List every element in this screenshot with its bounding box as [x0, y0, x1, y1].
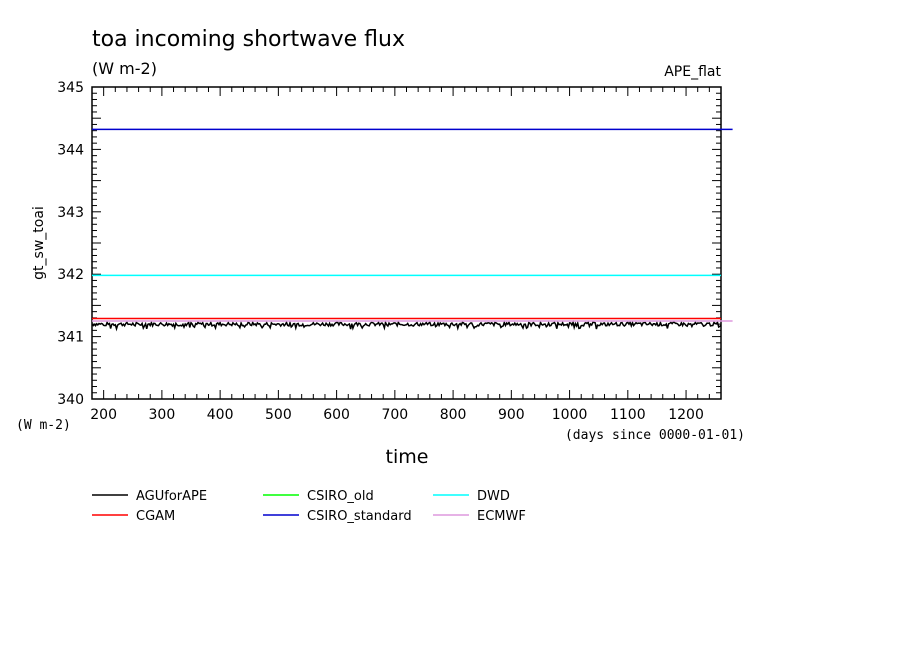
- x-tick-label: 1000: [552, 407, 588, 423]
- y-tick-label: 340: [57, 392, 84, 408]
- experiment-label: APE_flat: [664, 64, 721, 80]
- x-tick-label: 300: [149, 407, 176, 423]
- y-axis-label: gt_sw_toai: [31, 206, 47, 280]
- legend-label: CGAM: [136, 509, 175, 524]
- y-axis-units: (W m-2): [16, 418, 71, 433]
- plot-frame: [91, 86, 722, 400]
- x-tick-label: 200: [90, 407, 117, 423]
- legend-label: ECMWF: [477, 509, 526, 524]
- legend-label: CSIRO_standard: [307, 509, 412, 524]
- x-tick-label: 700: [381, 407, 408, 423]
- x-tick-label: 1200: [668, 407, 704, 423]
- legend-label: DWD: [477, 489, 510, 504]
- x-tick-label: 900: [498, 407, 525, 423]
- x-tick-label: 400: [207, 407, 234, 423]
- y-tick-label: 343: [57, 205, 84, 221]
- series-layer: [91, 128, 733, 332]
- x-axis-label: time: [386, 446, 429, 468]
- legend-label: AGUforAPE: [136, 489, 207, 504]
- y-tick-label: 342: [57, 267, 84, 283]
- x-axis-units: (days since 0000-01-01): [565, 428, 745, 443]
- legend: AGUforAPE CGAM CSIRO_old CSIRO_standard DWD E…: [92, 489, 526, 524]
- axes: 200 300 400 500 600 700 800 900 1000 1100 1200 340 3…: [57, 80, 722, 423]
- x-tick-label: 1100: [610, 407, 646, 423]
- chart-units: (W m-2): [92, 59, 157, 78]
- x-tick-label: 800: [440, 407, 467, 423]
- series-line-aguforape: [91, 319, 722, 332]
- x-tick-label: 600: [323, 407, 350, 423]
- y-tick-label: 344: [57, 142, 84, 158]
- legend-label: CSIRO_old: [307, 489, 374, 504]
- y-tick-label: 341: [57, 330, 84, 346]
- y-tick-label: 345: [57, 80, 84, 96]
- chart-title: toa incoming shortwave flux: [92, 27, 405, 52]
- x-tick-label: 500: [265, 407, 292, 423]
